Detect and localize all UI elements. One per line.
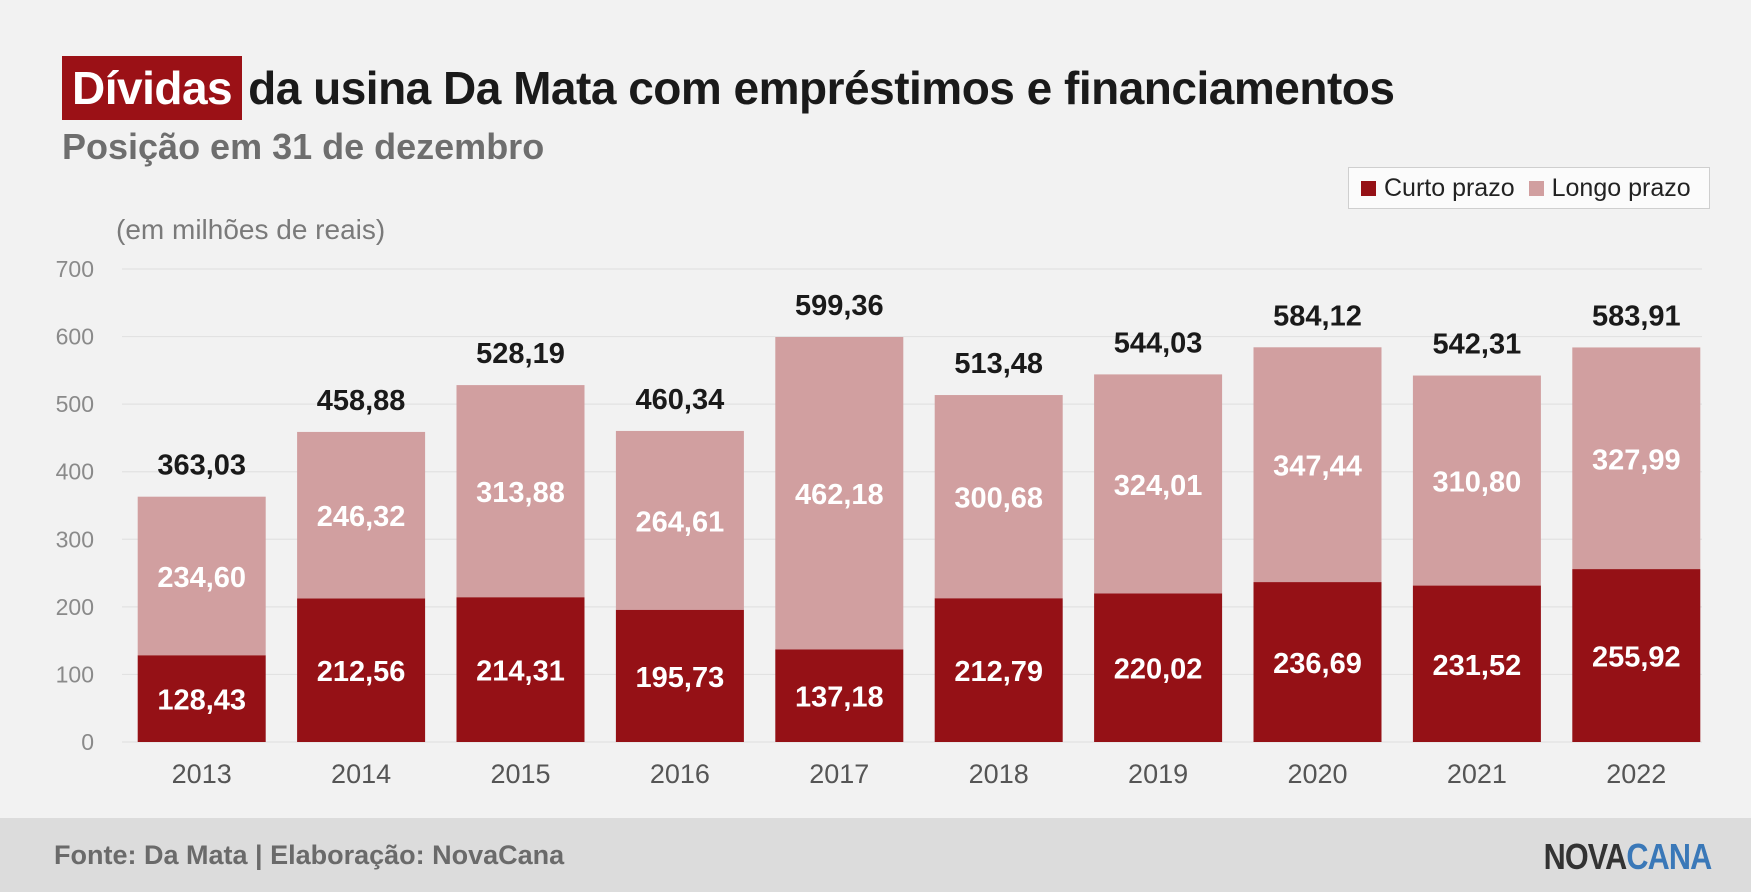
bar-segment-short bbox=[1094, 593, 1223, 742]
bar-segment-short bbox=[775, 649, 904, 742]
legend-swatch-short bbox=[1361, 180, 1376, 196]
bar-segment-short bbox=[615, 609, 744, 742]
bar-segment-long bbox=[297, 431, 426, 599]
y-tick-label: 300 bbox=[56, 526, 94, 552]
data-label-short: 137,18 bbox=[795, 682, 884, 714]
legend-label-long: Longo prazo bbox=[1551, 173, 1691, 202]
data-label-long: 327,99 bbox=[1592, 444, 1681, 476]
bar-segment-long bbox=[137, 496, 266, 656]
x-tick-label: 2019 bbox=[1128, 759, 1188, 789]
data-label-short: 231,52 bbox=[1433, 650, 1522, 682]
bar-segment-short bbox=[1412, 585, 1541, 742]
bar-segment-short bbox=[297, 598, 426, 742]
data-label-long: 313,88 bbox=[476, 477, 565, 509]
data-label-total: 544,03 bbox=[1114, 327, 1203, 359]
data-label-total: 599,36 bbox=[795, 290, 884, 322]
data-label-long: 310,80 bbox=[1433, 467, 1522, 499]
data-label-long: 462,18 bbox=[795, 479, 884, 511]
data-label-total: 583,91 bbox=[1592, 300, 1681, 332]
legend-swatch-long bbox=[1528, 180, 1544, 196]
data-label-short: 236,69 bbox=[1273, 648, 1362, 680]
data-label-short: 212,79 bbox=[954, 656, 1043, 688]
bar-segment-long bbox=[775, 337, 904, 650]
x-tick-label: 2016 bbox=[650, 759, 710, 789]
bar-segment-short bbox=[1572, 569, 1701, 742]
bar-segment-long bbox=[1572, 347, 1701, 570]
data-label-short: 128,43 bbox=[157, 685, 246, 717]
data-label-short: 212,56 bbox=[317, 656, 406, 688]
footer: Fonte: Da Mata | Elaboração: NovaCana NO… bbox=[0, 818, 1751, 892]
x-tick-label: 2020 bbox=[1287, 759, 1347, 789]
bar-segment-short bbox=[1253, 582, 1382, 742]
y-tick-label: 0 bbox=[81, 729, 94, 755]
x-tick-label: 2017 bbox=[809, 759, 869, 789]
data-label-long: 234,60 bbox=[157, 562, 246, 594]
chart-title: Dívidas da usina Da Mata com empréstimos … bbox=[62, 56, 1395, 120]
x-tick-label: 2014 bbox=[331, 759, 391, 789]
data-label-total: 513,48 bbox=[954, 348, 1043, 380]
novacana-logo: NOVACANA bbox=[1543, 836, 1712, 878]
chart-legend: Curto prazo Longo prazo bbox=[1348, 167, 1710, 209]
legend-label-short: Curto prazo bbox=[1384, 173, 1515, 202]
data-label-long: 246,32 bbox=[317, 501, 406, 533]
y-tick-label: 700 bbox=[56, 256, 94, 282]
data-label-total: 528,19 bbox=[476, 338, 565, 370]
y-tick-label: 600 bbox=[56, 324, 94, 350]
logo-part-nova: NOVA bbox=[1543, 836, 1627, 877]
source-note: Fonte: Da Mata | Elaboração: NovaCana bbox=[54, 840, 565, 870]
data-label-short: 195,73 bbox=[636, 662, 725, 694]
data-label-long: 324,01 bbox=[1114, 470, 1203, 502]
bar-segment-long bbox=[1094, 374, 1223, 594]
unit-note: (em milhões de reais) bbox=[116, 214, 386, 245]
data-label-short: 255,92 bbox=[1592, 642, 1681, 674]
data-label-short: 220,02 bbox=[1114, 654, 1203, 686]
data-label-long: 347,44 bbox=[1273, 451, 1362, 483]
bar-segment-long bbox=[1253, 347, 1382, 583]
bar-segment-short bbox=[934, 598, 1063, 742]
chart-subtitle: Posição em 31 de dezembro bbox=[62, 126, 545, 167]
data-label-total: 460,34 bbox=[636, 384, 725, 416]
legend-item-short: Curto prazo bbox=[1361, 174, 1515, 203]
y-tick-label: 100 bbox=[56, 661, 94, 687]
bar-segment-long bbox=[934, 395, 1063, 599]
bar-chart: 0 100 200 300 400 500 600 700 128,43 234,60 363,03… bbox=[56, 256, 1702, 789]
data-label-short: 214,31 bbox=[476, 656, 565, 688]
data-label-total: 363,03 bbox=[157, 450, 246, 482]
data-label-long: 300,68 bbox=[954, 483, 1043, 515]
data-label-total: 542,31 bbox=[1433, 329, 1522, 361]
x-tick-label: 2013 bbox=[172, 759, 232, 789]
x-tick-label: 2022 bbox=[1606, 759, 1666, 789]
data-label-long: 264,61 bbox=[636, 506, 725, 538]
bar-segment-short bbox=[456, 597, 585, 742]
logo-part-cana: CANA bbox=[1626, 836, 1712, 877]
x-tick-label: 2015 bbox=[490, 759, 550, 789]
y-tick-label: 400 bbox=[56, 459, 94, 485]
x-tick-label: 2018 bbox=[969, 759, 1029, 789]
title-rest: da usina Da Mata com empréstimos e finan… bbox=[248, 62, 1395, 114]
data-label-total: 458,88 bbox=[317, 385, 406, 417]
title-highlight: Dívidas bbox=[62, 56, 243, 120]
chart-header: Dívidas da usina Da Mata com empréstimos … bbox=[62, 56, 1395, 120]
bar-segment-long bbox=[1412, 375, 1541, 586]
bar-segment-long bbox=[615, 430, 744, 610]
legend-item-long: Longo prazo bbox=[1528, 173, 1691, 203]
x-tick-label: 2021 bbox=[1447, 759, 1507, 789]
y-tick-label: 200 bbox=[56, 594, 94, 620]
bar-segment-long bbox=[456, 385, 585, 598]
y-tick-label: 500 bbox=[56, 391, 94, 417]
bar-segment-short bbox=[137, 655, 266, 742]
data-label-total: 584,12 bbox=[1273, 300, 1362, 332]
